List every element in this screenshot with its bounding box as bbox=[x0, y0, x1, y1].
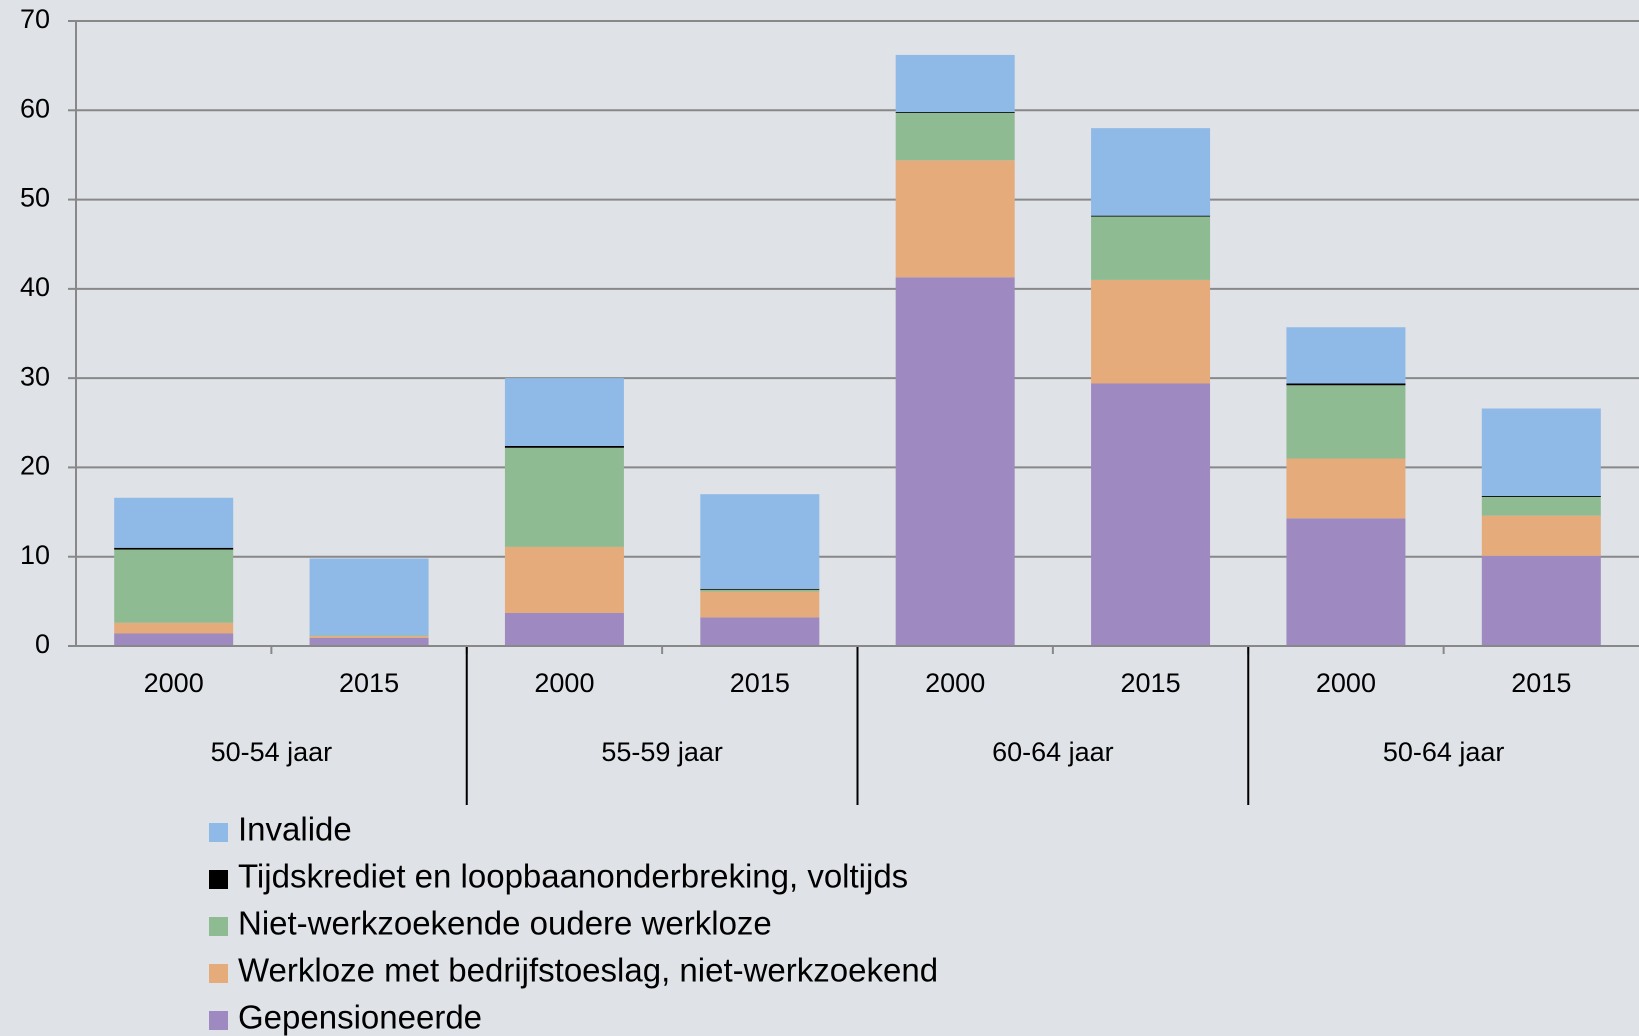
group-label: 60-64 jaar bbox=[992, 737, 1114, 767]
bar-segment bbox=[504, 447, 624, 547]
bar-segment bbox=[1091, 383, 1211, 646]
x-tick-label: 2000 bbox=[925, 668, 985, 698]
x-tick-label: 2015 bbox=[1511, 668, 1571, 698]
x-tick-label: 2000 bbox=[1316, 668, 1376, 698]
bar-segment bbox=[114, 622, 234, 634]
x-tick-label: 2015 bbox=[1121, 668, 1181, 698]
bar-segment bbox=[114, 633, 234, 646]
legend-label: Invalide bbox=[238, 811, 352, 848]
bar-segment bbox=[1286, 383, 1406, 386]
y-tick-label: 20 bbox=[20, 451, 50, 481]
group-label: 50-54 jaar bbox=[211, 737, 333, 767]
bar-segment bbox=[1481, 515, 1601, 556]
bar-segment bbox=[1481, 408, 1601, 496]
legend-swatch bbox=[209, 870, 228, 889]
bar-segment bbox=[700, 589, 820, 592]
y-tick-label: 10 bbox=[20, 540, 50, 570]
bar-segment bbox=[504, 446, 624, 448]
bar-segment bbox=[504, 546, 624, 613]
bar-segment bbox=[895, 112, 1015, 113]
legend-label: Tijdskrediet en loopbaanonderbreking, vo… bbox=[238, 858, 908, 895]
legend-swatch bbox=[209, 823, 228, 842]
legend-swatch bbox=[209, 1011, 228, 1030]
group-label: 50-64 jaar bbox=[1383, 737, 1505, 767]
bar-segment bbox=[1481, 496, 1601, 516]
x-tick-label: 2015 bbox=[730, 668, 790, 698]
y-tick-label: 0 bbox=[35, 629, 50, 659]
legend-swatch bbox=[209, 964, 228, 983]
bar-segment bbox=[1091, 215, 1211, 217]
x-tick-label: 2015 bbox=[339, 668, 399, 698]
bar-segment bbox=[309, 636, 429, 638]
bar-segment bbox=[895, 112, 1015, 161]
y-tick-label: 30 bbox=[20, 361, 50, 391]
bar-segment bbox=[1481, 496, 1601, 497]
bar-segment bbox=[1286, 518, 1406, 646]
y-tick-label: 60 bbox=[20, 93, 50, 123]
y-tick-label: 40 bbox=[20, 272, 50, 302]
bar-segment bbox=[114, 547, 234, 550]
group-label: 55-59 jaar bbox=[601, 737, 723, 767]
x-tick-label: 2000 bbox=[534, 668, 594, 698]
bar-segment bbox=[1286, 385, 1406, 459]
y-tick-label: 70 bbox=[20, 4, 50, 34]
bar-segment bbox=[1286, 327, 1406, 384]
bar-segment bbox=[1091, 279, 1211, 384]
bar-segment bbox=[895, 160, 1015, 278]
bar-segment bbox=[504, 612, 624, 646]
bar-segment bbox=[700, 494, 820, 589]
bar-segment bbox=[700, 588, 820, 590]
x-tick-label: 2000 bbox=[144, 668, 204, 698]
bar-segment bbox=[1091, 128, 1211, 216]
bar-segment bbox=[1091, 216, 1211, 280]
legend-label: Werkloze met bedrijfstoeslag, niet-werkz… bbox=[238, 952, 938, 989]
legend-label: Niet-werkzoekende oudere werkloze bbox=[238, 905, 772, 942]
bar-segment bbox=[309, 558, 429, 636]
bar-segment bbox=[700, 591, 820, 618]
legend-label: Gepensioneerde bbox=[238, 999, 482, 1036]
bar-segment bbox=[114, 549, 234, 623]
bar-segment bbox=[504, 378, 624, 446]
bar-segment bbox=[1481, 555, 1601, 646]
legend-swatch bbox=[209, 917, 228, 936]
bar-segment bbox=[1286, 458, 1406, 519]
bar-segment bbox=[895, 277, 1015, 646]
bar-segment bbox=[700, 617, 820, 646]
y-tick-label: 50 bbox=[20, 183, 50, 213]
bar-segment bbox=[114, 497, 234, 548]
bar-segment bbox=[895, 54, 1015, 113]
bar-segment bbox=[309, 635, 429, 637]
bar-segment bbox=[309, 637, 429, 646]
